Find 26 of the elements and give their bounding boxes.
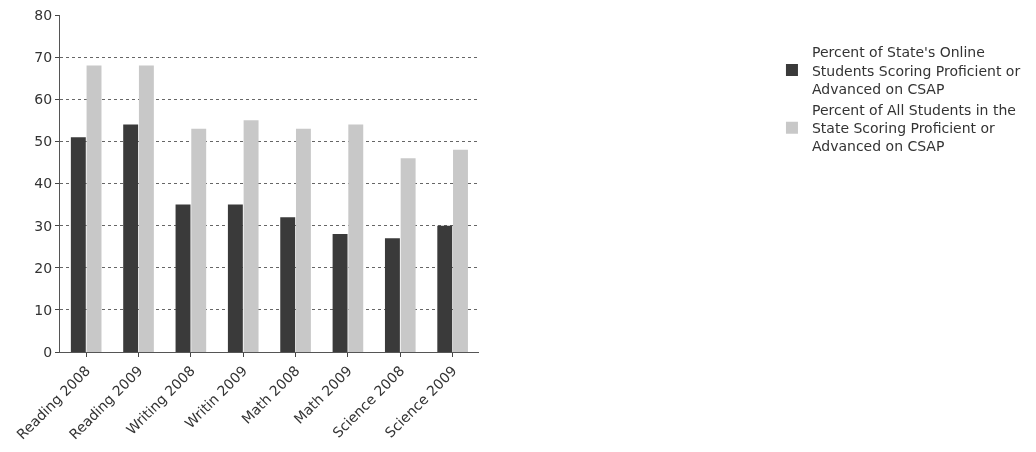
y-tick-label: 80	[34, 6, 53, 23]
y-tick-label: 20	[34, 259, 53, 276]
y-tick-label: 30	[34, 217, 53, 234]
bar	[191, 128, 207, 352]
bar	[280, 217, 296, 352]
y-tick-label: 10	[34, 301, 53, 318]
bar	[400, 158, 416, 352]
bar	[70, 137, 86, 352]
bar	[384, 238, 400, 352]
legend-label: Percent of All Students in the State Scoring Proficient or Advanced on CSAP	[811, 101, 1016, 155]
y-tick-label: 50	[34, 133, 53, 150]
bar	[175, 204, 191, 352]
bar	[453, 149, 468, 352]
bar	[123, 124, 139, 352]
y-tick-label: 60	[34, 91, 53, 108]
bar	[437, 225, 453, 352]
bar	[86, 65, 102, 352]
bar	[348, 124, 364, 352]
legend-label: Percent of State's Online Students Scoring Proficient or Advanced on CSAP	[811, 44, 1021, 97]
y-tick-label: 70	[34, 49, 53, 66]
bar	[138, 65, 154, 352]
bar	[295, 128, 311, 352]
bar	[243, 120, 259, 352]
y-tick-label: 0	[43, 343, 53, 360]
bar	[227, 204, 243, 352]
y-tick-label: 40	[34, 175, 53, 192]
